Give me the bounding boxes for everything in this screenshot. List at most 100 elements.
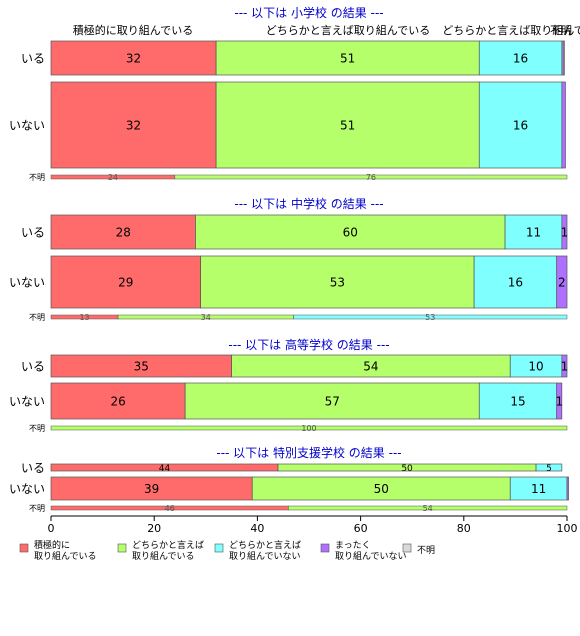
data-label: 51 (340, 52, 355, 66)
panel: --- 以下は 高等学校 の結果 --- いる 35 54 10 1 いない 26 57 15 1 不… (9, 337, 568, 433)
bar-row: 不明 24 76 (29, 173, 568, 182)
panel-title: --- 以下は 特別支援学校 の結果 --- (216, 445, 401, 460)
bar-segment (50, 40, 217, 76)
row-label: いる (21, 226, 45, 240)
bar-segment (556, 255, 568, 309)
header-labels: 積極的に取り組んでいる どちらかと言えば取り組んでいるどちらかと言えば取り組んでい… (73, 23, 580, 37)
panel: --- 以下は 小学校 の結果 --- いる 32 51 16 いない 32 51 16 不明 24… (9, 5, 568, 182)
data-label: 54 (363, 360, 378, 374)
legend-label-line2: 取り組んでいる (34, 550, 97, 562)
legend-swatch (214, 543, 224, 553)
bar-segment (561, 354, 568, 378)
data-label: 24 (108, 173, 118, 182)
legend-swatch (117, 543, 127, 553)
bar-segment (535, 463, 563, 472)
row-label: いない (9, 276, 45, 290)
x-tick-label: 0 (48, 522, 55, 535)
bar-segment (215, 40, 480, 76)
legend-label-line2: 取り組んでいない (335, 550, 407, 562)
bar-row: いる 28 60 11 1 (21, 214, 569, 250)
header-label: 積極的に取り組んでいる (73, 23, 193, 37)
data-label: 1 (555, 395, 563, 409)
data-label: 16 (513, 119, 528, 133)
data-label: 28 (116, 226, 131, 240)
data-label: 53 (330, 276, 345, 290)
bar-segment (478, 40, 563, 76)
bar-segment (561, 81, 566, 169)
data-label: 16 (508, 276, 523, 290)
legend-label-line1: 積極的に (34, 539, 70, 551)
panel-title: --- 以下は 高等学校 の結果 --- (228, 337, 389, 352)
bar-segment (50, 214, 196, 250)
bar-segment (478, 382, 558, 420)
data-label: 1 (561, 360, 569, 374)
row-label: 不明 (29, 173, 45, 182)
data-label: 50 (401, 464, 413, 474)
data-label: 60 (343, 226, 358, 240)
data-label: 26 (110, 395, 125, 409)
data-label: 29 (118, 276, 133, 290)
panel-title: --- 以下は 中学校 の結果 --- (234, 196, 383, 211)
legend-item: 不明 (402, 543, 435, 556)
row-label: いる (21, 461, 45, 475)
data-label: 5 (546, 464, 552, 474)
row-label: いる (21, 360, 45, 374)
x-tick-label: 80 (457, 522, 471, 535)
bar-row: いない 29 53 16 2 (9, 255, 568, 309)
data-label: 76 (366, 173, 376, 182)
data-label: 15 (510, 395, 525, 409)
bar-row: 不明 46 54 (29, 504, 568, 513)
legend-swatch (19, 543, 29, 553)
bar-segment (478, 81, 563, 169)
bar-segment (195, 214, 506, 250)
bar-segment (293, 314, 568, 320)
data-label: 1 (561, 226, 569, 240)
bar-segment (566, 476, 569, 501)
data-label: 50 (374, 482, 389, 496)
bar-segment (473, 255, 558, 309)
bar-segment (50, 81, 217, 169)
panel: --- 以下は 特別支援学校 の結果 --- いる 44 50 5 いない 39 50 11 不明… (9, 445, 569, 513)
bar-row: いる 32 51 16 (21, 40, 565, 76)
data-label: 46 (165, 504, 175, 513)
bar-row: 不明 100 (29, 424, 568, 433)
data-label: 32 (126, 119, 141, 133)
legend-label-line1: どちらかと言えば (229, 539, 301, 551)
row-label: いる (21, 52, 45, 66)
data-label: 53 (425, 313, 435, 322)
bar-segment (556, 382, 563, 420)
legend: 積極的に取り組んでいるどちらかと言えば取り組んでいるどちらかと言えば取り組んでい… (19, 539, 435, 562)
legend-label-line1: まったく (335, 540, 371, 551)
legend-swatch (320, 543, 330, 553)
row-label: 不明 (29, 313, 45, 322)
legend-label-line2: 取り組んでいる (132, 550, 195, 562)
header-label: どちらかと言えば取り組んでいる (266, 24, 430, 37)
data-label: 13 (79, 313, 89, 322)
legend-label: 不明 (417, 545, 435, 556)
x-tick-label: 20 (147, 522, 161, 535)
bar-segment (184, 382, 480, 420)
bar-row: 不明 13 34 53 (29, 313, 568, 322)
bar-segment (174, 174, 568, 180)
data-label: 100 (301, 424, 316, 433)
x-axis: 0 20 40 60 80 100 (48, 515, 578, 535)
data-label: 54 (423, 504, 433, 513)
data-label: 11 (526, 226, 541, 240)
data-label: 44 (159, 464, 171, 474)
data-label: 51 (340, 119, 355, 133)
row-label: いない (9, 119, 45, 133)
legend-item: どちらかと言えば取り組んでいる (117, 539, 204, 562)
bar-segment (561, 214, 568, 250)
bar-row: いない 26 57 15 1 (9, 382, 563, 420)
legend-item: 積極的に取り組んでいる (19, 539, 97, 562)
x-tick-label: 100 (557, 522, 578, 535)
data-label: 57 (325, 395, 340, 409)
data-label: 39 (144, 482, 159, 496)
bar-segment (50, 425, 568, 431)
x-tick-label: 40 (250, 522, 264, 535)
